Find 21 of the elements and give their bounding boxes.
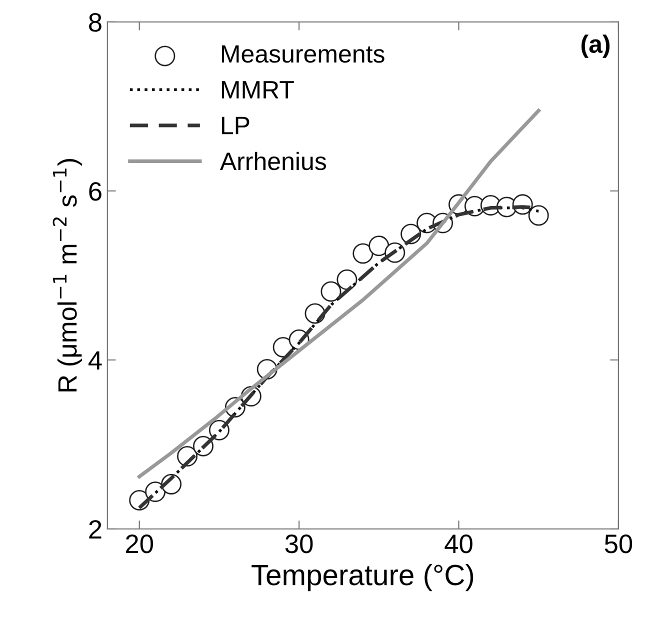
point xyxy=(336,269,358,290)
x-tick-label: 40 xyxy=(444,534,472,554)
y-tick-label: 6 xyxy=(89,182,102,201)
legend-label: LP xyxy=(222,116,250,134)
y-tick-label: 2 xyxy=(89,520,102,539)
y-tick-label: 8 xyxy=(89,13,102,32)
point xyxy=(320,281,342,302)
legend-label: Arrhenius xyxy=(220,152,326,170)
legend-label: Measurements xyxy=(222,45,384,63)
x-tick-label: 20 xyxy=(126,534,153,554)
y-axis-title: R (μmol$^{−1}$ m$^{−2}$ s$^{−1}$) xyxy=(52,159,82,392)
x-axis-title: Temperature (°C) xyxy=(252,564,474,592)
point xyxy=(352,243,374,264)
line-series xyxy=(138,108,540,478)
legend-label: MMRT xyxy=(222,81,294,98)
point xyxy=(368,236,390,256)
x-tick-label: 30 xyxy=(285,534,313,554)
x-tick-label: 50 xyxy=(604,534,632,554)
y-tick-label: 4 xyxy=(88,351,102,370)
annotation: (a) xyxy=(581,34,610,58)
point xyxy=(528,205,549,226)
